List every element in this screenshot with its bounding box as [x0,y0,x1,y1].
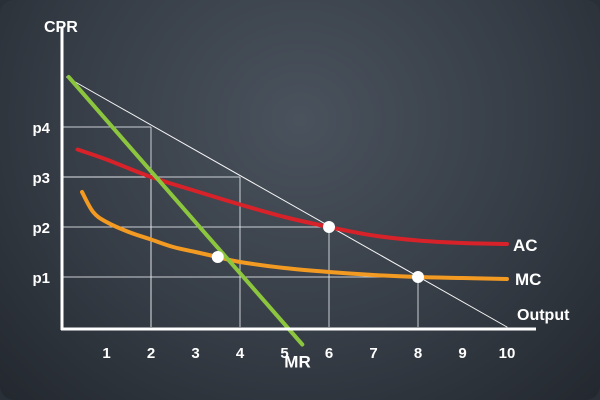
x-axis-label: Output [517,307,570,324]
x-tick-label-4: 4 [236,345,245,362]
x-tick-label-1: 1 [102,345,110,362]
series-label-mc: MC [515,270,541,289]
y-tick-label-p3: p3 [32,170,50,187]
x-tick-label-2: 2 [147,345,155,362]
x-tick-label-10: 10 [499,345,516,362]
y-tick-label-p1: p1 [32,270,50,287]
series-line-mr [66,75,305,347]
series-line-demand [65,76,508,328]
series-label-ac: AC [513,236,538,255]
axes [60,28,536,331]
demand-line [65,76,508,328]
labels: CPR Output AC MC MR 1 2 3 4 5 6 7 8 9 10 p1 p2 p3 p4 [32,19,570,372]
intersection-point-1 [323,221,335,233]
y-tick-label-p2: p2 [32,220,50,237]
x-tick-label-8: 8 [414,345,422,362]
intersection-point-0 [211,251,224,263]
x-tick-label-3: 3 [191,345,199,362]
intersection-point-2 [412,271,424,283]
y-tick-label-p4: p4 [32,120,50,137]
intersection-points [211,221,424,283]
curves [66,75,509,347]
x-tick-label-7: 7 [369,345,377,362]
series-line-ac [75,147,509,246]
x-tick-label-9: 9 [458,345,466,362]
y-axis-label: CPR [44,19,78,36]
series-line-mc [80,190,509,281]
series-label-mr: MR [284,353,310,372]
x-tick-label-5: 5 [280,345,288,362]
x-tick-label-6: 6 [325,345,333,362]
